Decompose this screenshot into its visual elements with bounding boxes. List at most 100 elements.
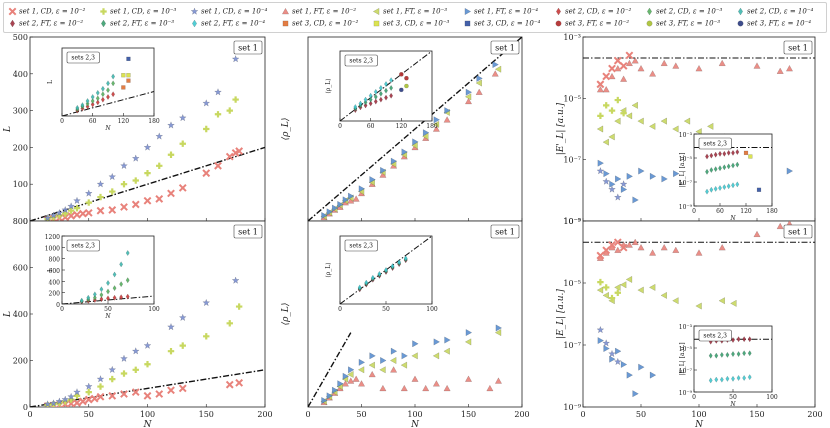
legend: set 1, CD, ε = 10⁻² set 1, CD, ε = 10⁻³ se… bbox=[3, 2, 827, 33]
data-point bbox=[486, 384, 494, 392]
data-point bbox=[596, 85, 604, 93]
data-point bbox=[637, 117, 644, 125]
data-point bbox=[713, 185, 718, 192]
legend-marker-triangle-right bbox=[464, 7, 472, 16]
data-point bbox=[97, 193, 104, 201]
tag-label: set 1 bbox=[495, 228, 515, 237]
data-point bbox=[111, 80, 116, 87]
data-point bbox=[120, 390, 128, 398]
data-point bbox=[132, 177, 139, 184]
data-point bbox=[55, 208, 64, 217]
legend-label: set 3, FT, ε = 10⁻² bbox=[565, 19, 630, 28]
data-point bbox=[80, 102, 85, 109]
data-point bbox=[95, 99, 100, 106]
data-point bbox=[67, 211, 76, 220]
data-point bbox=[202, 298, 211, 307]
series-15 bbox=[399, 72, 409, 81]
data-point bbox=[608, 185, 616, 193]
tag-box bbox=[490, 224, 520, 239]
data-point bbox=[43, 213, 52, 221]
data-point bbox=[422, 384, 430, 392]
data-point bbox=[378, 90, 383, 97]
data-point bbox=[660, 243, 668, 251]
data-point bbox=[403, 255, 408, 262]
data-point bbox=[613, 193, 622, 201]
data-point bbox=[736, 336, 741, 343]
data-point bbox=[178, 313, 187, 322]
plot-area bbox=[308, 324, 503, 407]
data-point bbox=[626, 172, 634, 180]
legend-marker bbox=[555, 20, 562, 27]
data-point bbox=[108, 172, 117, 181]
data-point bbox=[203, 333, 210, 340]
data-point bbox=[67, 392, 76, 401]
series-2 bbox=[596, 325, 622, 366]
legend-marker-circle bbox=[646, 20, 653, 27]
legend-marker-diamond bbox=[101, 19, 106, 28]
x-tick-label: 0 bbox=[27, 410, 32, 419]
data-point bbox=[475, 79, 482, 87]
y-axis-label: ⟨ρ_L⟩ bbox=[281, 118, 291, 141]
inset-bottom-middle: 0 50 100 ⟨ρ_L⟩ sets 2,3 bbox=[325, 235, 438, 313]
data-point bbox=[342, 372, 350, 380]
y-tick-label: 800 bbox=[49, 257, 61, 264]
data-point bbox=[695, 128, 702, 136]
data-point bbox=[202, 99, 211, 107]
y-tick-label: 10⁻⁷ bbox=[563, 341, 581, 350]
data-point bbox=[602, 246, 611, 255]
fit-line bbox=[308, 37, 522, 221]
data-point bbox=[614, 117, 621, 125]
y-tick-label: 10⁻⁵ bbox=[563, 94, 581, 103]
data-point bbox=[384, 87, 388, 94]
legend-marker-square bbox=[282, 20, 289, 27]
data-point bbox=[714, 376, 719, 383]
data-point bbox=[603, 284, 610, 291]
data-point bbox=[709, 186, 714, 193]
data-point bbox=[603, 345, 610, 353]
data-point bbox=[620, 360, 628, 369]
data-point bbox=[179, 342, 186, 349]
data-point bbox=[705, 188, 709, 195]
legend-label: set 1, FT, ε = 10⁻² bbox=[292, 7, 357, 16]
data-point bbox=[736, 374, 741, 381]
data-point bbox=[373, 88, 378, 95]
data-point bbox=[412, 340, 419, 348]
series-12 bbox=[121, 78, 131, 90]
data-point bbox=[637, 64, 645, 72]
y-tick-label: 10⁻⁹ bbox=[679, 204, 693, 211]
data-point bbox=[625, 59, 633, 67]
data-point bbox=[731, 149, 735, 156]
data-point bbox=[119, 294, 124, 301]
data-point bbox=[232, 96, 239, 103]
data-point bbox=[131, 388, 140, 397]
data-point bbox=[331, 204, 339, 212]
data-point bbox=[735, 161, 740, 168]
legend-marker bbox=[101, 19, 106, 28]
data-point bbox=[602, 72, 611, 81]
data-point bbox=[709, 166, 714, 174]
data-point bbox=[106, 280, 110, 287]
data-point bbox=[119, 261, 124, 268]
data-point bbox=[400, 384, 408, 392]
data-point bbox=[465, 329, 473, 337]
y-tick-label: 10⁻⁷ bbox=[679, 180, 693, 187]
fit-line bbox=[340, 236, 432, 304]
data-point bbox=[615, 175, 622, 183]
data-point bbox=[96, 374, 105, 383]
data-point bbox=[357, 284, 362, 291]
y-tick-label: 100 bbox=[13, 180, 28, 189]
data-point bbox=[400, 361, 408, 369]
data-point bbox=[753, 62, 761, 69]
y-tick-label: 0 bbox=[23, 217, 28, 226]
y-tick-label: 0 bbox=[23, 403, 28, 412]
data-point bbox=[326, 392, 334, 400]
data-point bbox=[373, 93, 378, 100]
legend-entry: set 3, CD, ε = 10⁻⁴ bbox=[463, 19, 540, 29]
series-2 bbox=[43, 54, 240, 221]
data-point bbox=[111, 73, 116, 80]
data-point bbox=[736, 351, 741, 358]
data-point bbox=[111, 91, 116, 98]
y-tick-label: 600 bbox=[49, 268, 61, 275]
data-point bbox=[476, 74, 483, 82]
